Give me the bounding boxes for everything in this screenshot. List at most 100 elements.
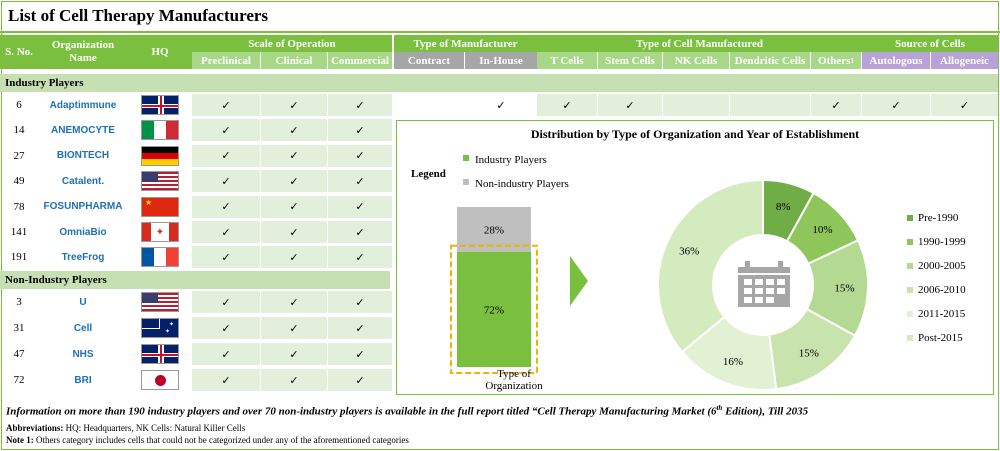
donut-legend-label: Pre-1990 <box>918 212 959 224</box>
hq-flag <box>128 369 192 391</box>
row-sno: 6 <box>16 99 22 111</box>
table-row: 72 BRI ✓ ✓ ✓ <box>0 368 392 392</box>
hq-flag <box>128 246 192 268</box>
check-cell: ✓ <box>261 94 327 116</box>
hq-flag <box>128 343 192 365</box>
donut-legend-label: 2006-2010 <box>918 284 966 296</box>
bar-xlabel-line2: Organization <box>485 380 543 392</box>
subheader-inhouse: In-House <box>465 52 537 69</box>
check-cell: ✓ <box>328 94 392 116</box>
table-row: 31 Cell ✦ ✦ ✓ ✓ ✓ <box>0 316 392 340</box>
check-cell: ✓ <box>261 291 327 313</box>
row-sno: 49 <box>13 175 25 188</box>
check-cell: ✓ <box>328 221 392 243</box>
table-row: 47 NHS ✓ ✓ ✓ <box>0 342 392 366</box>
donut-legend-label: Post-2015 <box>918 332 963 344</box>
donut-legend-swatch <box>907 287 913 293</box>
table-row: 27 BIONTECH ✓ ✓ ✓ <box>0 144 392 168</box>
check-cell: ✓ <box>261 144 327 167</box>
check-cell: ✓ <box>328 369 392 391</box>
legend-item-non-industry: Non-industry Players <box>475 178 569 190</box>
check-cell: ✓ <box>328 343 392 365</box>
bar-xlabel-line1: Type of <box>497 368 531 380</box>
check-cell: ✓ <box>328 144 392 167</box>
donut-label-post-2015: 36% <box>679 245 699 257</box>
bar-label-industry: 72% <box>484 304 504 316</box>
check-cell: ✓ <box>261 246 327 269</box>
check-cell: ✓ <box>261 195 327 218</box>
donut-legend-swatch <box>907 311 913 317</box>
donut-label-2011-2015: 16% <box>723 356 743 368</box>
check-cell-autologous: ✓ <box>862 94 930 116</box>
panel-title: Distribution by Type of Organization and… <box>530 127 860 141</box>
subheader-nkcells: NK Cells <box>663 52 729 69</box>
table-row: 78 FOSUNPHARMA ★ ✓ ✓ ✓ <box>0 195 392 219</box>
hq-flag <box>128 145 192 167</box>
highlight-box <box>450 244 538 374</box>
subheader-commercial: Commercial <box>328 52 392 69</box>
footer-abbreviations: Abbreviations: HQ: Headquarters, NK Cell… <box>6 423 246 433</box>
donut-slice-post-2015 <box>657 178 764 354</box>
org-logo: TreeFrog <box>61 251 105 263</box>
org-logo: Adaptimmune <box>49 99 117 111</box>
hq-flag: ✦ ✦ <box>128 317 192 339</box>
hq-flag: ✦ <box>128 221 192 243</box>
row-sno: 27 <box>13 149 25 162</box>
org-logo: Catalent. <box>61 175 105 187</box>
donut-label-2000-2005: 15% <box>834 283 854 295</box>
row-sno: 14 <box>13 124 25 137</box>
footer-note: Note 1: Others category includes cells t… <box>6 435 409 445</box>
hq-flag: ★ <box>128 196 192 218</box>
check-cell: ✓ <box>192 246 260 269</box>
donut-legend-label: 1990-1999 <box>918 236 966 248</box>
check-cell-others: ✓ <box>811 94 861 116</box>
legend-item-industry: Industry Players <box>475 154 547 166</box>
table-row: 191 TreeFrog ✓ ✓ ✓ <box>0 245 392 269</box>
org-logo: U <box>79 296 87 308</box>
check-cell: ✓ <box>328 291 392 313</box>
table-row: 6 Adaptimmune ✓ ✓ ✓ <box>0 93 392 117</box>
chart-svg: Legend Industry Players Non-industry Pla… <box>411 154 966 392</box>
check-cell: ✓ <box>192 195 260 218</box>
donut-legend-label: 2000-2005 <box>918 260 966 272</box>
donut-label-pre-1990: 8% <box>776 201 791 213</box>
check-cell: ✓ <box>328 317 392 339</box>
org-logo: FOSUNPHARMA <box>43 201 123 213</box>
check-cell: ✓ <box>192 343 260 365</box>
footer-info: Information on more than 190 industry pl… <box>6 404 809 418</box>
hq-flag <box>128 119 192 141</box>
donut-legend-swatch <box>907 215 913 221</box>
check-cell-stem-cells: ✓ <box>598 94 662 116</box>
check-cell: ✓ <box>261 119 327 142</box>
check-cell-in-house: ✓ <box>465 94 537 116</box>
donut-label-1990-1999: 10% <box>812 224 832 236</box>
org-logo: BIONTECH <box>56 150 110 162</box>
row-sno: 141 <box>10 226 28 238</box>
donut-legend-swatch <box>907 263 913 269</box>
donut-label-2006-2010: 15% <box>799 347 819 359</box>
row-sno: 72 <box>13 374 25 386</box>
check-cell: ✓ <box>192 317 260 339</box>
donut-chart: 8% 10% 15% 15% 16% 36% <box>657 178 869 391</box>
check-cell: ✓ <box>328 195 392 218</box>
subheader-clinical: Clinical <box>261 52 327 69</box>
hq-flag <box>128 291 192 313</box>
org-logo: OmniaBio <box>59 226 107 238</box>
header-type-cell: Type of Cell Manufactured <box>537 35 862 52</box>
org-logo: Cell <box>73 322 93 334</box>
donut-legend: Pre-1990 1990-1999 2000-2005 2006-2010 2011-… <box>907 212 966 344</box>
table-row: 141 OmniaBio ✦ ✓ ✓ ✓ <box>0 220 392 244</box>
subheader-dendritic: Dendritic Cells <box>730 52 810 69</box>
bar-label-non-industry: 28% <box>484 224 504 236</box>
org-logo: NHS <box>72 348 94 360</box>
row-sno: 47 <box>13 348 25 360</box>
row-sno: 78 <box>13 200 25 213</box>
check-cell: ✓ <box>192 119 260 142</box>
arrow-icon <box>570 256 588 306</box>
subheader-others: Others 1 <box>811 52 861 69</box>
subheader-autologous: Autologous <box>862 52 930 69</box>
hq-flag <box>128 170 192 192</box>
calendar-icon <box>738 261 790 307</box>
header-hq: HQ <box>128 35 192 69</box>
check-cell: ✓ <box>192 94 260 116</box>
